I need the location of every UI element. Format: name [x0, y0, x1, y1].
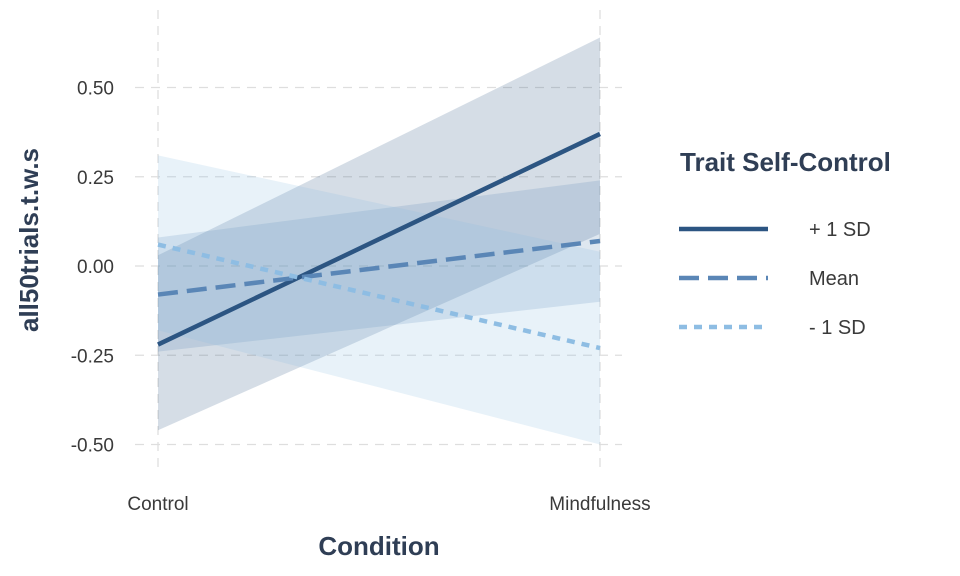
y-tick-label-2: 0.00 [77, 257, 114, 278]
x-tick-label-1: Mindfulness [549, 494, 650, 515]
y-tick-label-1: -0.25 [71, 346, 114, 367]
series-line-1 [157, 238, 601, 297]
y-axis-title: all50trials.t.w.s [14, 148, 44, 332]
y-tick-label-4: 0.50 [77, 79, 114, 100]
x-axis-title: Condition [318, 531, 439, 561]
x-axis-ticks: Control Mindfulness [127, 494, 650, 515]
legend-title: Trait Self-Control [680, 147, 891, 177]
y-tick-label-0: -0.50 [71, 436, 114, 457]
y-axis-ticks: -0.50 -0.25 0.00 0.25 0.50 [71, 79, 114, 457]
legend: Trait Self-Control + 1 SD Mean - 1 SD [679, 147, 891, 339]
series-line-2 [157, 242, 601, 351]
legend-label-1: Mean [809, 268, 859, 290]
confidence-ribbons [158, 37, 600, 445]
series-line-0 [157, 131, 601, 347]
y-tick-label-3: 0.25 [77, 168, 114, 189]
ci-band-0 [158, 37, 600, 431]
x-tick-label-0: Control [127, 494, 188, 515]
legend-label-2: - 1 SD [809, 317, 866, 339]
series-lines [157, 131, 601, 351]
ci-band-2 [158, 155, 600, 445]
legend-label-0: + 1 SD [809, 219, 871, 241]
